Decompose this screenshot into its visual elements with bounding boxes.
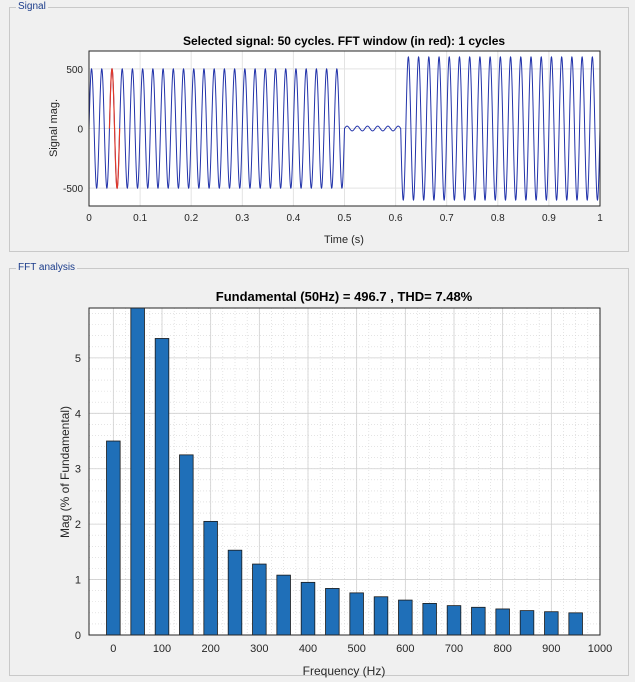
- fft-bar: [106, 440, 121, 636]
- fft-x-tick-label: 900: [542, 643, 560, 655]
- signal-y-tick-label: 500: [66, 65, 83, 76]
- fft-x-tick-label: 100: [153, 643, 171, 655]
- fft-y-tick-label: 0: [75, 630, 81, 642]
- fft-bar: [252, 563, 267, 636]
- signal-y-tick-label: 0: [77, 125, 83, 136]
- fft-bar: [203, 520, 218, 636]
- signal-x-tick-label: 0.4: [286, 213, 300, 224]
- fft-x-tick-label: 700: [445, 643, 463, 655]
- fft-tick-labels: 0 100 200 300 400 500 600 700 800 900 1000 0 1 2 3 4 5: [75, 353, 612, 655]
- fft-bar: [276, 574, 291, 636]
- fft-x-tick-label: 300: [250, 643, 268, 655]
- fft-bar: [398, 599, 413, 636]
- fft-bar: [227, 549, 243, 636]
- fft-bar: [446, 605, 462, 636]
- fft-bar: [544, 611, 559, 636]
- signal-waveform-line: [88, 55, 601, 202]
- signal-y-tick-label: -500: [63, 184, 83, 195]
- fft-bar: [422, 603, 437, 636]
- signal-x-tick-label: 0.2: [184, 213, 198, 224]
- fft-bar: [130, 307, 145, 636]
- fft-x-tick-label: 1000: [588, 643, 612, 655]
- fft-x-tick-label: 800: [493, 643, 511, 655]
- fft-y-tick-label: 2: [75, 519, 81, 531]
- fft-bar: [300, 581, 316, 636]
- fft-x-tick-label: 400: [299, 643, 317, 655]
- signal-chart-title: Selected signal: 50 cycles. FFT window (…: [183, 34, 505, 48]
- signal-panel-label: Signal: [16, 1, 48, 13]
- fft-panel-label: FFT analysis: [16, 262, 78, 274]
- signal-y-axis-label: Signal mag.: [48, 99, 60, 157]
- signal-x-tick-label: 0.5: [338, 213, 352, 224]
- signal-x-tick-label: 0.3: [235, 213, 249, 224]
- fft-y-tick-label: 4: [75, 408, 81, 420]
- fft-x-tick-label: 600: [396, 643, 414, 655]
- signal-x-tick-label: 0: [86, 213, 92, 224]
- fft-y-tick-label: 5: [75, 353, 81, 365]
- fft-bar: [179, 454, 194, 636]
- fft-x-tick-label: 200: [201, 643, 219, 655]
- fft-y-tick-label: 3: [75, 464, 81, 476]
- signal-x-tick-label: 0.7: [440, 213, 454, 224]
- fft-bar: [495, 608, 510, 636]
- fft-x-tick-label: 0: [110, 643, 116, 655]
- fft-bar: [519, 610, 535, 636]
- signal-trace: [88, 55, 601, 202]
- fft-bar: [325, 588, 340, 636]
- fft-bar: [568, 612, 583, 636]
- fft-bar: [154, 338, 170, 636]
- signal-tick-labels: 0 0.1 0.2 0.3 0.4 0.5 0.6 0.7 0.8 0.9 1 -500 0 500: [63, 65, 603, 224]
- fft-x-axis-label: Frequency (Hz): [303, 664, 386, 678]
- signal-x-tick-label: 0.8: [491, 213, 505, 224]
- fft-y-tick-label: 1: [75, 575, 81, 587]
- fft-plot-border: [88, 307, 601, 636]
- fft-bar: [471, 606, 486, 636]
- signal-plot-border: [88, 50, 601, 207]
- fft-bar: [349, 592, 364, 636]
- fft-chart: 0 100 200 300 400 500 600 700 800 900 1000 0 1 2 3 4 5 F…: [58, 289, 612, 678]
- signal-x-tick-label: 0.9: [542, 213, 556, 224]
- signal-x-tick-label: 0.1: [133, 213, 147, 224]
- fft-window-line: [108, 67, 121, 190]
- signal-x-axis-label: Time (s): [324, 234, 364, 246]
- fft-bar: [373, 596, 389, 636]
- signal-chart: 0 0.1 0.2 0.3 0.4 0.5 0.6 0.7 0.8 0.9 1 -500 0 500 Se…: [48, 34, 603, 246]
- fft-x-tick-label: 500: [347, 643, 365, 655]
- fft-chart-title: Fundamental (50Hz) = 496.7 , THD= 7.48%: [216, 289, 473, 304]
- fft-y-axis-label: Mag (% of Fundamental): [58, 406, 72, 538]
- signal-x-tick-label: 1: [597, 213, 603, 224]
- signal-x-tick-label: 0.6: [389, 213, 403, 224]
